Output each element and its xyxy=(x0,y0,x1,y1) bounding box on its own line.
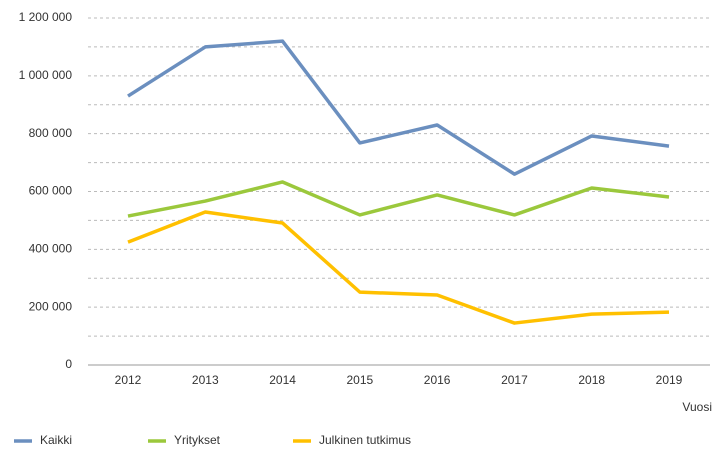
y-tick-label: 200 000 xyxy=(29,299,73,313)
legend-label: Kaikki xyxy=(40,433,72,447)
legend-label: Yritykset xyxy=(174,433,221,447)
y-tick-label: 600 000 xyxy=(29,184,73,198)
y-tick-label: 0 xyxy=(65,357,72,371)
series-line xyxy=(127,210,670,325)
series-line xyxy=(127,180,670,218)
x-axis-label: Vuosi xyxy=(682,400,712,414)
x-tick-label: 2014 xyxy=(269,373,296,387)
x-tick-label: 2019 xyxy=(656,373,683,387)
x-tick-label: 2012 xyxy=(115,373,142,387)
y-tick-label: 1 000 000 xyxy=(19,68,73,82)
y-tick-label: 400 000 xyxy=(29,242,73,256)
y-tick-label: 1 200 000 xyxy=(19,10,73,24)
x-tick-label: 2017 xyxy=(501,373,528,387)
legend-label: Julkinen tutkimus xyxy=(319,433,411,447)
x-tick-label: 2016 xyxy=(424,373,451,387)
x-tick-label: 2015 xyxy=(347,373,374,387)
series-line xyxy=(127,39,670,176)
x-tick-label: 2018 xyxy=(578,373,605,387)
y-tick-label: 800 000 xyxy=(29,126,73,140)
x-tick-label: 2013 xyxy=(192,373,219,387)
